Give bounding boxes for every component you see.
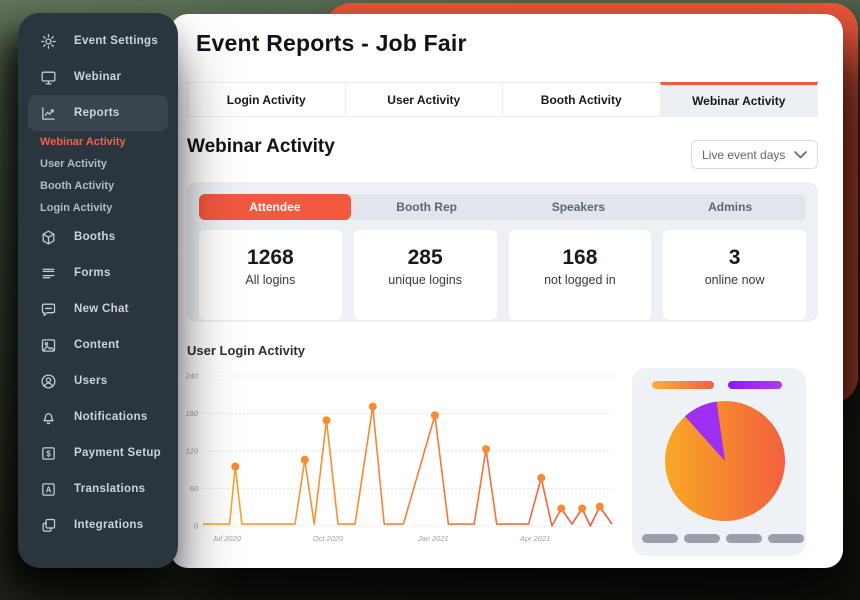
- sidebar-item-notifications[interactable]: Notifications: [18, 399, 178, 435]
- stat-cards: 1268 All logins 285 unique logins 168 not log…: [199, 230, 806, 320]
- stat-value: 3: [728, 246, 741, 269]
- sidebar-item-label: Notifications: [74, 411, 148, 423]
- stat-card-all-logins: 1268 All logins: [199, 230, 342, 320]
- sidebar-item-reports[interactable]: Reports: [28, 95, 168, 131]
- stat-label: All logins: [245, 273, 296, 287]
- svg-text:A: A: [46, 485, 52, 494]
- svg-text:Jan 2021: Jan 2021: [417, 534, 449, 543]
- sidebar-item-payment-setup[interactable]: $ Payment Setup: [18, 435, 178, 471]
- main-card: Event Reports - Job Fair Login Activity U…: [170, 14, 843, 568]
- sidebar-item-label: New Chat: [74, 303, 129, 315]
- sidebar-item-label: Webinar Activity: [40, 136, 126, 148]
- sidebar-item-label: Webinar: [74, 71, 122, 83]
- stat-card-unique-logins: 285 unique logins: [353, 230, 497, 320]
- sidebar-item-new-chat[interactable]: New Chat: [18, 291, 178, 327]
- sidebar-item-user-activity[interactable]: User Activity: [18, 153, 178, 175]
- stat-label: not logged in: [544, 273, 616, 287]
- copy-icon: [40, 517, 57, 534]
- sidebar-item-label: Forms: [74, 267, 111, 279]
- user-login-activity-chart: 240 180 120 60 0 Jul 2020 Oct 2020 Jan 2021 Apr …: [184, 372, 613, 543]
- pie-chart: [665, 401, 785, 521]
- sidebar-item-label: Reports: [74, 107, 120, 119]
- stat-card-online-now: 3 online now: [663, 230, 806, 320]
- sidebar-item-label: Content: [74, 339, 120, 351]
- pie-panel: [632, 368, 806, 556]
- dropdown-label: Live event days: [702, 147, 786, 162]
- sidebar-item-integrations[interactable]: Integrations: [18, 507, 178, 543]
- sidebar-item-label: Users: [74, 375, 108, 387]
- sidebar-item-users[interactable]: Users: [18, 363, 178, 399]
- page-title: Event Reports - Job Fair: [196, 30, 467, 56]
- svg-text:60: 60: [190, 484, 199, 493]
- legend-pill-orange: [652, 381, 714, 389]
- svg-text:0: 0: [194, 522, 199, 531]
- dollar-icon: $: [40, 445, 57, 462]
- sidebar-item-forms[interactable]: Forms: [18, 255, 178, 291]
- stat-value: 168: [562, 246, 598, 269]
- pie-label-placeholder: [642, 534, 678, 543]
- chart-icon: [40, 105, 57, 122]
- svg-text:180: 180: [185, 409, 198, 418]
- bell-icon: [40, 409, 57, 426]
- pie-label-placeholder: [684, 534, 720, 543]
- sidebar-item-translations[interactable]: A Translations: [18, 471, 178, 507]
- stat-value: 285: [407, 246, 443, 269]
- sidebar-item-webinar[interactable]: Webinar: [18, 59, 178, 95]
- sidebar-item-label: Booth Activity: [40, 180, 115, 192]
- sidebar-item-label: User Activity: [40, 158, 107, 170]
- chat-icon: [40, 301, 57, 318]
- tab-webinar-activity[interactable]: Webinar Activity: [659, 82, 818, 117]
- sidebar-item-booth-activity[interactable]: Booth Activity: [18, 175, 178, 197]
- sidebar-item-label: Login Activity: [40, 202, 113, 214]
- sidebar-item-login-activity[interactable]: Login Activity: [18, 197, 178, 219]
- line-chart-title: User Login Activity: [187, 343, 305, 358]
- svg-text:$: $: [46, 449, 51, 458]
- pie-label-placeholder: [726, 534, 762, 543]
- tab-login-activity[interactable]: Login Activity: [187, 82, 346, 117]
- role-subtabs: Attendee Booth Rep Speakers Admins: [199, 194, 806, 220]
- tab-user-activity[interactable]: User Activity: [344, 82, 503, 117]
- user-icon: [40, 373, 57, 390]
- svg-text:Apr 2021: Apr 2021: [519, 534, 550, 543]
- svg-text:120: 120: [185, 447, 198, 456]
- cube-icon: [40, 229, 57, 246]
- chevron-down-icon: [794, 150, 807, 158]
- sidebar-item-event-settings[interactable]: Event Settings: [18, 23, 178, 59]
- report-tabs: Login Activity User Activity Booth Activit…: [187, 82, 818, 117]
- translate-icon: A: [40, 481, 57, 498]
- sidebar: Event Settings Webinar Reports Webinar Acti…: [18, 13, 178, 568]
- sidebar-item-label: Integrations: [74, 519, 144, 531]
- section-title: Webinar Activity: [187, 136, 335, 157]
- stat-card-not-logged-in: 168 not logged in: [508, 230, 652, 320]
- sidebar-item-label: Booths: [74, 231, 116, 243]
- stat-value: 1268: [247, 246, 294, 269]
- gear-icon: [40, 33, 57, 50]
- svg-text:240: 240: [184, 372, 198, 381]
- sidebar-item-label: Event Settings: [74, 35, 159, 47]
- sidebar-item-label: Payment Setup: [74, 447, 161, 459]
- forms-icon: [40, 265, 57, 282]
- stat-label: online now: [704, 273, 765, 287]
- sidebar-item-content[interactable]: Content: [18, 327, 178, 363]
- stats-panel: Attendee Booth Rep Speakers Admins 1268 All …: [187, 182, 818, 322]
- event-days-dropdown[interactable]: Live event days: [691, 140, 818, 169]
- tab-booth-activity[interactable]: Booth Activity: [502, 82, 661, 117]
- stat-label: unique logins: [388, 273, 462, 287]
- subtab-booth-rep[interactable]: Booth Rep: [396, 200, 457, 214]
- sidebar-item-webinar-activity[interactable]: Webinar Activity: [18, 131, 178, 153]
- subtab-speakers[interactable]: Speakers: [551, 200, 606, 214]
- sidebar-item-label: Translations: [74, 483, 146, 495]
- pie-label-placeholder: [768, 534, 804, 543]
- sidebar-item-booths[interactable]: Booths: [18, 219, 178, 255]
- subtab-admins[interactable]: Admins: [708, 200, 753, 214]
- image-icon: [40, 337, 57, 354]
- svg-text:Jul 2020: Jul 2020: [212, 534, 242, 543]
- monitor-icon: [40, 69, 57, 86]
- svg-text:Oct 2020: Oct 2020: [313, 534, 344, 543]
- legend-pill-purple: [728, 381, 782, 389]
- subtab-attendee[interactable]: Attendee: [199, 194, 351, 220]
